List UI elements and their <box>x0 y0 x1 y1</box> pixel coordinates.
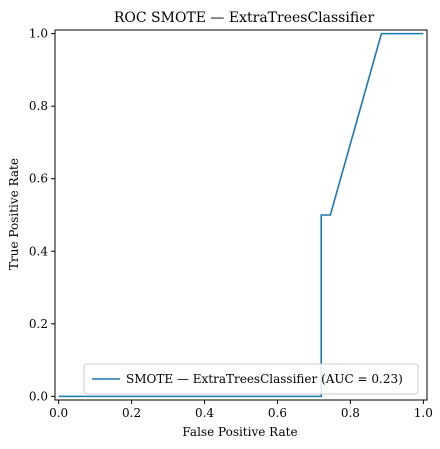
x-tick-label: 0.6 <box>268 406 287 420</box>
legend-box <box>83 363 419 395</box>
x-tick-label: 0.8 <box>341 406 360 420</box>
legend-label: SMOTE — ExtraTreesClassifier (AUC = 0.23… <box>126 372 403 386</box>
roc-curve <box>58 32 424 398</box>
chart-title: ROC SMOTE — ExtraTreesClassifier <box>114 10 375 26</box>
x-tick-label: 0.2 <box>122 406 141 420</box>
x-axis-label: False Positive Rate <box>182 425 297 439</box>
y-tick-label: 0.2 <box>29 317 48 331</box>
y-axis-label: True Positive Rate <box>7 158 21 270</box>
series-layer <box>58 32 424 398</box>
plot-area <box>54 29 428 401</box>
legend: SMOTE — ExtraTreesClassifier (AUC = 0.23… <box>83 363 419 395</box>
x-axis: 0.0 0.2 0.4 0.6 0.8 1.0 <box>49 400 433 420</box>
x-tick-label: 0.4 <box>195 406 214 420</box>
y-tick-label: 1.0 <box>29 27 48 41</box>
x-tick-label: 0.0 <box>49 406 68 420</box>
x-tick-label: 1.0 <box>414 406 433 420</box>
y-tick-label: 0.4 <box>29 244 48 258</box>
y-tick-label: 0.8 <box>29 99 48 113</box>
y-axis: 0.0 0.2 0.4 0.6 0.8 1.0 <box>29 27 55 403</box>
y-tick-label: 0.6 <box>29 172 48 186</box>
y-tick-label: 0.0 <box>29 389 48 403</box>
